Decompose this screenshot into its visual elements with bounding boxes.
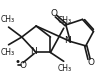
Text: N: N bbox=[30, 47, 37, 56]
Text: O: O bbox=[50, 9, 57, 18]
Text: CH₃: CH₃ bbox=[58, 16, 72, 25]
Text: O: O bbox=[88, 58, 95, 67]
Text: CH₃: CH₃ bbox=[0, 15, 15, 24]
Text: CH₃: CH₃ bbox=[0, 48, 15, 57]
Text: O: O bbox=[20, 61, 27, 70]
Text: N: N bbox=[64, 36, 71, 45]
Text: CH₃: CH₃ bbox=[58, 64, 72, 73]
Text: •: • bbox=[15, 57, 21, 67]
